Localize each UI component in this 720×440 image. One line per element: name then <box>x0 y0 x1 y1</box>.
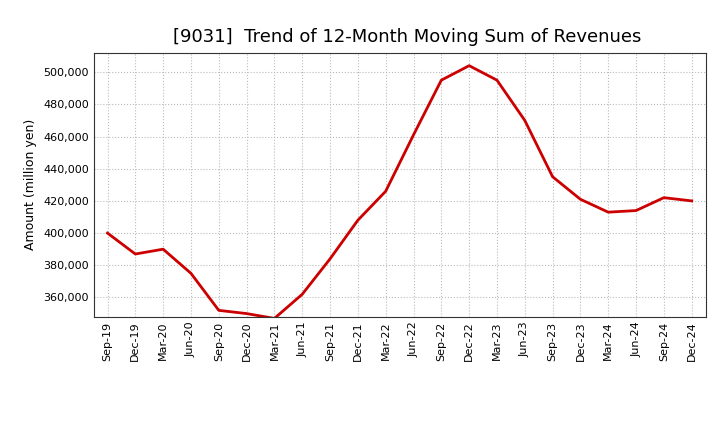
Text: [9031]  Trend of 12-Month Moving Sum of Revenues: [9031] Trend of 12-Month Moving Sum of R… <box>174 28 642 46</box>
Y-axis label: Amount (million yen): Amount (million yen) <box>24 119 37 250</box>
